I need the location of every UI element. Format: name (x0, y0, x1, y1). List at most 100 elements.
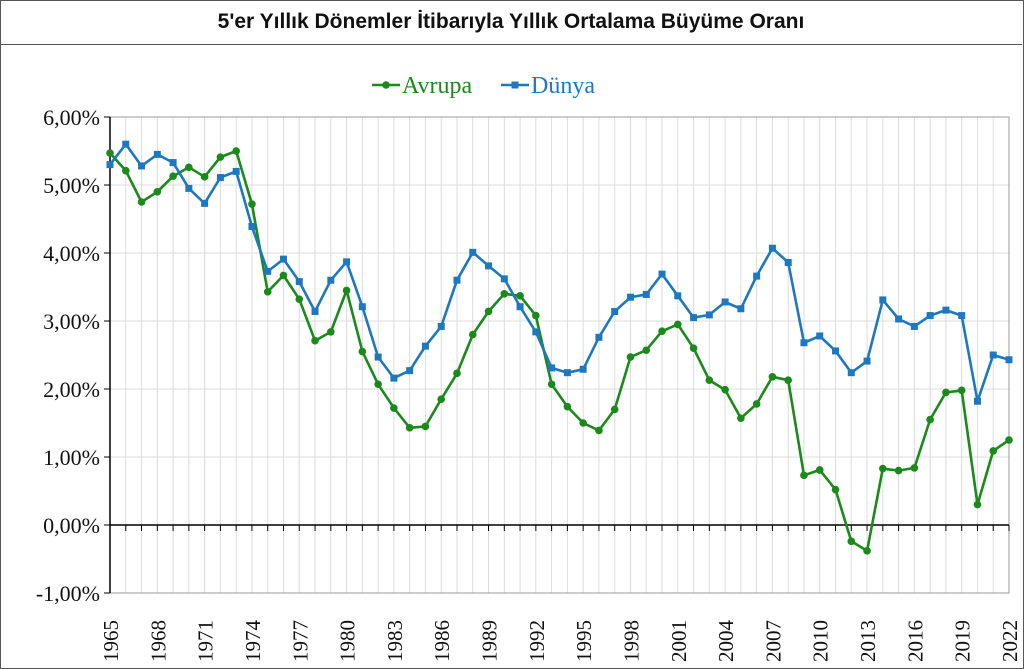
x-tick-label: 1974 (241, 620, 265, 663)
y-tick-label: 6,00% (43, 105, 100, 130)
data-point-marker (153, 188, 162, 196)
data-point-marker (358, 347, 367, 356)
legend-label: Dünya (531, 73, 595, 99)
series-Dünya (106, 140, 1013, 405)
data-point-marker (800, 339, 808, 347)
x-tick-label: 1968 (146, 620, 170, 662)
data-point-marker (579, 365, 587, 373)
data-point-marker (673, 320, 682, 329)
data-point-marker (248, 222, 256, 230)
series-layer (106, 140, 1013, 555)
data-point-marker (721, 385, 729, 394)
data-point-marker (137, 198, 146, 206)
data-point-marker (705, 311, 713, 319)
data-point-marker (737, 414, 745, 423)
x-tick-label: 2010 (809, 620, 833, 662)
data-point-marker (485, 262, 493, 270)
data-point-marker (153, 150, 161, 158)
data-point-marker (832, 347, 840, 355)
data-point-marker (406, 367, 414, 375)
data-point-marker (989, 351, 997, 359)
data-point-marker (1005, 356, 1013, 364)
data-point-marker (894, 466, 903, 475)
data-point-marker (532, 311, 540, 320)
data-point-marker (216, 174, 224, 182)
data-point-marker (343, 258, 351, 266)
series-Avrupa (106, 147, 1013, 555)
data-point-marker (453, 276, 461, 284)
legend-label: Avrupa (402, 73, 473, 99)
data-point-marker (973, 500, 982, 509)
data-point-marker (295, 278, 303, 286)
data-point-marker (279, 271, 288, 280)
data-point-marker (689, 344, 698, 353)
data-point-marker (737, 305, 745, 313)
data-point-marker (863, 357, 871, 365)
data-point-marker (201, 199, 209, 207)
x-tick-label: 1983 (383, 620, 407, 662)
data-point-marker (263, 287, 272, 296)
data-point-marker (879, 464, 887, 473)
x-tick-label: 2022 (998, 620, 1022, 662)
data-point-marker (642, 346, 651, 355)
data-point-marker (800, 471, 808, 480)
data-point-marker (658, 270, 666, 278)
data-point-marker (279, 255, 287, 263)
data-point-marker (185, 163, 193, 172)
x-tick-label: 2004 (714, 620, 738, 663)
data-point-marker (768, 372, 777, 381)
data-point-marker (453, 369, 461, 378)
data-point-marker (122, 140, 130, 148)
data-point-marker (973, 397, 981, 405)
x-tick-label: 1980 (336, 620, 360, 662)
y-tick-label: 5,00% (43, 173, 100, 198)
data-point-marker (500, 275, 508, 283)
data-point-marker (468, 330, 477, 339)
data-point-marker (784, 376, 792, 384)
data-point-marker (437, 395, 446, 404)
y-tick-label: 4,00% (43, 241, 100, 266)
data-point-marker (106, 161, 114, 169)
x-tick-label: 1986 (430, 620, 454, 662)
data-point-marker (405, 423, 414, 432)
data-point-marker (169, 172, 177, 180)
data-point-marker (327, 276, 335, 284)
data-point-marker (753, 272, 761, 280)
data-point-marker (942, 306, 950, 314)
y-tick-label: -1,00% (36, 581, 100, 606)
legend-marker (511, 81, 519, 89)
x-tick-label: 1971 (194, 620, 218, 662)
data-point-marker (831, 485, 840, 494)
data-point-marker (957, 386, 966, 395)
data-point-marker (595, 333, 603, 341)
data-point-marker (815, 466, 824, 474)
data-point-marker (469, 248, 477, 256)
data-point-marker (138, 162, 146, 170)
chart-title: 5'er Yıllık Dönemler İtibarıyla Yıllık O… (0, 0, 1022, 45)
x-tick-label: 1977 (288, 620, 312, 662)
data-point-marker (958, 312, 966, 320)
data-point-marker (626, 353, 635, 361)
data-point-marker (169, 159, 177, 167)
data-point-marker (563, 402, 572, 411)
x-tick-label: 2013 (856, 620, 880, 662)
legend-item-Dünya: Dünya (501, 73, 595, 99)
data-point-marker (610, 405, 619, 414)
x-tick-label: 2019 (951, 620, 975, 662)
x-tick-label: 2007 (761, 620, 785, 662)
data-point-marker (185, 184, 193, 192)
y-tick-label: 1,00% (43, 445, 100, 470)
data-point-marker (690, 314, 698, 322)
data-point-marker (926, 312, 934, 320)
data-point-marker (327, 328, 335, 336)
data-point-marker (847, 537, 856, 546)
data-point-marker (421, 422, 430, 431)
grid-lines (109, 116, 1010, 594)
data-point-marker (705, 376, 714, 384)
data-point-marker (484, 307, 493, 316)
series-line (109, 149, 1010, 553)
data-point-marker (752, 400, 761, 408)
data-point-marker (500, 290, 509, 298)
data-point-marker (863, 547, 871, 555)
